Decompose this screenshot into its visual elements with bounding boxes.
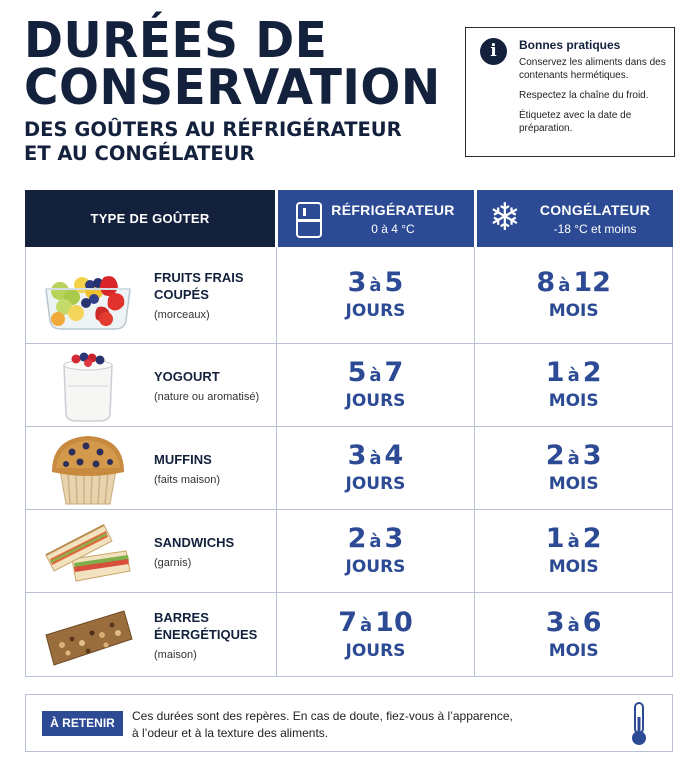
snack-description: (nature ou aromatisé) — [154, 390, 260, 403]
best-practice-item: Respectez la chaîne du froid. — [519, 90, 649, 101]
snack-description: (morceaux) — [154, 309, 210, 321]
fruit-bowl-image — [42, 255, 134, 335]
storage-table: TYPE DE GOÛTER RÉFRIGÉRATEUR 0 à 4 °C ❄ … — [25, 190, 673, 677]
reminder-badge: À RETENIR — [42, 711, 123, 736]
header-freezer-label: CONGÉLATEUR — [539, 201, 651, 218]
snack-name: BARRES — [154, 609, 209, 625]
page-title-line2: CONSERVATION — [24, 58, 441, 117]
sandwich-image — [42, 511, 134, 591]
snack-description: (garnis) — [154, 556, 192, 569]
reminder-box: À RETENIR Ces durées sont des repères. E… — [25, 694, 673, 752]
best-practices-box: i Bonnes pratiques Conservez les aliment… — [465, 27, 675, 157]
muffin-image — [42, 428, 134, 508]
info-icon: i — [480, 38, 507, 65]
best-practices-title: Bonnes pratiques — [519, 38, 621, 52]
snack-description: (maison) — [154, 648, 197, 661]
fridge-duration: 7 à 10 JOURS — [275, 593, 475, 676]
header-fridge: RÉFRIGÉRATEUR 0 à 4 °C — [275, 190, 474, 247]
header-fridge-label: RÉFRIGÉRATEUR — [331, 201, 455, 218]
snack-name: ÉNERGÉTIQUES — [154, 626, 258, 642]
snack-name: FRUITS FRAIS — [154, 270, 244, 285]
yogurt-image — [42, 345, 134, 425]
snack-name: YOGOURT — [154, 368, 220, 384]
snack-name: MUFFINS — [154, 451, 212, 467]
snack-description: (faits maison) — [154, 473, 221, 486]
page-title-line1: DURÉES DE — [24, 11, 328, 70]
snack-name: SANDWICHS — [154, 534, 235, 550]
snack-name: COUPÉS — [154, 287, 209, 302]
snowflake-icon: ❄ — [489, 195, 521, 239]
header-fridge-range: 0 à 4 °C — [371, 221, 415, 236]
table-row: BARRES ÉNERGÉTIQUES (maison) 7 à 10 JOURS … — [25, 593, 673, 677]
page-subtitle-line2: ET AU CONGÉLATEUR — [24, 142, 255, 165]
header-freezer-range: -18 °C et moins — [553, 221, 637, 236]
thermometer-icon — [626, 701, 652, 747]
reminder-text: Ces durées sont des repères. En cas de d… — [132, 709, 513, 740]
fridge-icon — [296, 202, 322, 238]
page-subtitle-line1: DES GOÛTERS AU RÉFRIGÉRATEUR — [24, 118, 402, 141]
best-practice-item: Étiquetez avec la date de préparation. — [519, 110, 632, 134]
header-snack-type: TYPE DE GOÛTER — [25, 190, 275, 247]
page-title-block: DURÉES DE CONSERVATION DES GOÛTERS AU RÉ… — [24, 16, 441, 166]
freezer-duration: 8 à 12 MOIS — [474, 247, 672, 343]
granola-bar-image — [42, 595, 134, 675]
table-header: TYPE DE GOÛTER RÉFRIGÉRATEUR 0 à 4 °C ❄ … — [25, 190, 673, 247]
header-freezer: ❄ CONGÉLATEUR -18 °C et moins — [474, 190, 673, 247]
best-practice-item: Conservez les aliments dans des contenan… — [519, 57, 666, 81]
